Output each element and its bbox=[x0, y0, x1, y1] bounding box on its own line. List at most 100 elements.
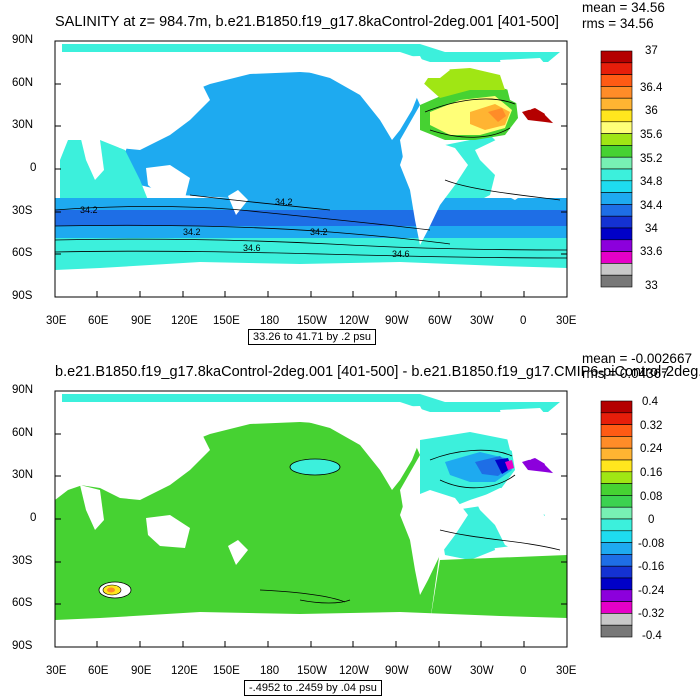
lon-tick-label: 150W bbox=[297, 665, 328, 677]
colorbar-label: 0.4 bbox=[642, 396, 658, 408]
contour-label: 34.6 bbox=[392, 249, 410, 259]
colorbar-swatch bbox=[600, 530, 633, 543]
lon-tick-label: 180 bbox=[260, 315, 280, 327]
colorbar-swatch bbox=[600, 74, 633, 87]
colorbar-swatch bbox=[600, 424, 633, 437]
lon-tick-label: 90E bbox=[131, 665, 152, 677]
lon-tick-label: 120E bbox=[171, 665, 198, 677]
contour-label: 34.6 bbox=[243, 243, 261, 253]
colorbar-swatch bbox=[600, 518, 633, 532]
lon-tick-label: 150W bbox=[297, 315, 328, 327]
colorbar-swatch bbox=[600, 400, 633, 414]
colorbar-swatch bbox=[600, 589, 633, 602]
colorbar-swatch bbox=[600, 412, 633, 425]
colorbar-swatch bbox=[600, 97, 633, 111]
contour-label: 34.2 bbox=[80, 205, 98, 215]
mean-value: mean = 34.56 bbox=[582, 0, 665, 15]
lon-tick-label: 30W bbox=[470, 315, 494, 327]
colorbar-swatch bbox=[600, 436, 633, 449]
mean-value: mean = -0.002667 bbox=[582, 351, 692, 366]
lat-tick-label: 90N bbox=[12, 384, 34, 396]
colorbar-label: 37 bbox=[645, 45, 658, 57]
lon-tick-label: 0 bbox=[520, 315, 527, 327]
colorbar-label: 33.6 bbox=[640, 246, 663, 258]
lon-tick-label: 90E bbox=[131, 315, 152, 327]
colorbar-swatch bbox=[600, 156, 633, 170]
lon-tick-label: 30W bbox=[470, 665, 494, 677]
lon-tick-label: 30E bbox=[556, 665, 577, 677]
colorbar-swatch bbox=[600, 263, 633, 276]
colorbar-swatch bbox=[600, 495, 633, 508]
colorbar-swatch bbox=[600, 565, 633, 579]
rms-value: rms = 34.56 bbox=[582, 16, 654, 31]
lat-tick-label: 90S bbox=[12, 640, 33, 652]
colorbar-swatch bbox=[600, 459, 633, 473]
lat-tick-label: 30S bbox=[12, 205, 33, 217]
lat-tick-label: 60S bbox=[12, 597, 33, 609]
colorbar-label: 0.24 bbox=[640, 443, 663, 455]
lat-tick-label: 30N bbox=[12, 119, 34, 131]
colorbar-label: 35.6 bbox=[640, 129, 663, 141]
lon-tick-label: 30E bbox=[46, 665, 67, 677]
panel-title: b.e21.B1850.f19_g17.8kaControl-2deg.001 … bbox=[55, 364, 700, 380]
contour-label: 34.2 bbox=[275, 197, 293, 207]
lon-tick-label: 0 bbox=[520, 665, 527, 677]
colorbar-label: -0.16 bbox=[638, 561, 665, 573]
lon-tick-label: 60E bbox=[88, 665, 109, 677]
lon-tick-label: 30E bbox=[556, 315, 577, 327]
colorbar-label: 36 bbox=[645, 105, 658, 117]
colorbar-swatch bbox=[600, 180, 633, 193]
rms-value: rms = 0.04367 bbox=[582, 366, 669, 381]
colorbar-label: -0.24 bbox=[638, 585, 665, 597]
lon-tick-label: 60W bbox=[428, 315, 452, 327]
colorbar-swatch bbox=[600, 192, 633, 205]
colorbar-swatch bbox=[600, 62, 633, 75]
contour-range-label: -.4952 to .2459 by .04 psu bbox=[244, 680, 382, 696]
lon-tick-label: 30E bbox=[46, 315, 67, 327]
colorbar-label: 34.8 bbox=[640, 176, 663, 188]
lat-tick-label: 90S bbox=[12, 290, 33, 302]
colorbar-swatch bbox=[600, 624, 633, 638]
colorbar-swatch bbox=[600, 86, 633, 99]
colorbar-swatch bbox=[600, 50, 633, 64]
lat-tick-label: 30N bbox=[12, 469, 34, 481]
lon-tick-label: 150E bbox=[213, 665, 240, 677]
colorbar-label: 33 bbox=[645, 280, 658, 292]
colorbar-label: 0.08 bbox=[640, 491, 663, 503]
colorbar-swatch bbox=[600, 601, 633, 614]
map-plot: 34.2 34.2 34.2 34.2 34.6 34.6 bbox=[54, 40, 568, 298]
lat-tick-label: 60N bbox=[12, 77, 34, 89]
colorbar-swatch bbox=[600, 215, 633, 229]
lat-tick-label: 0 bbox=[30, 512, 37, 524]
colorbar-swatch bbox=[600, 251, 633, 264]
contour-label: 34.2 bbox=[183, 227, 201, 237]
colorbar-swatch bbox=[600, 577, 633, 591]
colorbar-swatch bbox=[600, 274, 633, 288]
lon-tick-label: 60W bbox=[428, 665, 452, 677]
lat-tick-label: 60N bbox=[12, 427, 34, 439]
colorbar-label: 35.2 bbox=[640, 153, 663, 165]
colorbar-label: 0 bbox=[648, 514, 655, 526]
colorbar bbox=[600, 400, 633, 638]
colorbar-swatch bbox=[600, 121, 633, 134]
colorbar-label: 0.16 bbox=[640, 467, 663, 479]
panel-title: SALINITY at z= 984.7m, b.e21.B1850.f19_g… bbox=[55, 14, 559, 30]
colorbar-swatch bbox=[600, 471, 633, 484]
colorbar-swatch bbox=[600, 145, 633, 158]
lon-tick-label: 90W bbox=[385, 665, 409, 677]
colorbar-label: 36.4 bbox=[640, 82, 663, 94]
contour-label: 34.2 bbox=[310, 227, 328, 237]
colorbar-swatch bbox=[600, 613, 633, 626]
lat-tick-label: 30S bbox=[12, 555, 33, 567]
lon-tick-label: 120E bbox=[171, 315, 198, 327]
colorbar-swatch bbox=[600, 542, 633, 555]
colorbar-swatch bbox=[600, 133, 633, 146]
colorbar-label: -0.4 bbox=[642, 630, 662, 642]
colorbar-label: -0.32 bbox=[638, 608, 665, 620]
lon-tick-label: 120W bbox=[339, 315, 370, 327]
colorbar-label: 34 bbox=[645, 223, 658, 235]
lat-tick-label: 90N bbox=[12, 34, 34, 46]
colorbar-label: -0.08 bbox=[638, 538, 665, 550]
colorbar-swatch bbox=[600, 483, 633, 496]
colorbar-swatch bbox=[600, 506, 633, 520]
